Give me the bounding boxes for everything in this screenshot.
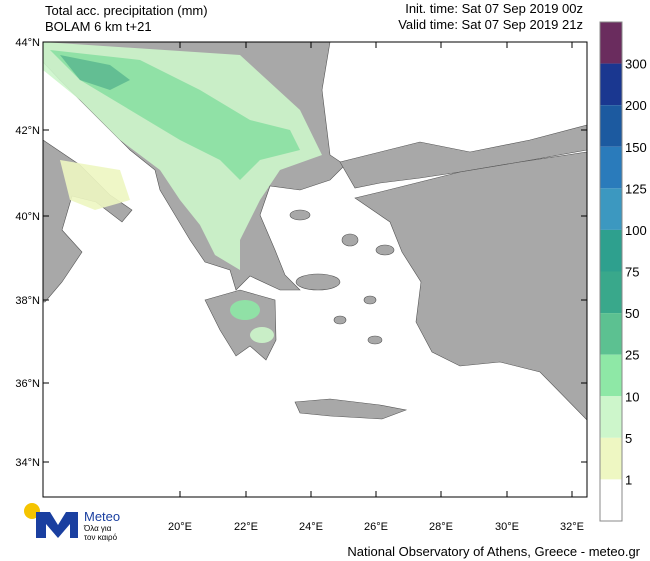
- colorbar-label: 100: [625, 223, 647, 238]
- colorbar-segment: [600, 396, 622, 438]
- colorbar-segment: [600, 271, 622, 314]
- colorbar-segment: [600, 229, 622, 272]
- colorbar-segment: [600, 63, 622, 106]
- lon-label: 24°E: [299, 521, 323, 533]
- colorbar: 300 200 150 125 100 75 50 25 10 5 1: [599, 21, 647, 522]
- footer: National Observatory of Athens, Greece -…: [347, 544, 640, 559]
- colorbar-label: 25: [625, 348, 639, 363]
- valid-time: Valid time: Sat 07 Sep 2019 21z: [398, 17, 583, 32]
- lon-label: 30°E: [495, 521, 519, 533]
- colorbar-label: 150: [625, 140, 647, 155]
- colorbar-label: 200: [625, 98, 647, 113]
- lon-label: 26°E: [364, 521, 388, 533]
- lon-label: 28°E: [429, 521, 453, 533]
- colorbar-frame: [599, 21, 623, 522]
- colorbar-segment: [600, 479, 622, 521]
- colorbar-segment: [600, 146, 622, 189]
- colorbar-label: 1: [625, 472, 632, 487]
- lat-label: 42°N: [15, 125, 40, 137]
- lon-axis: 20°E 22°E 24°E 26°E 28°E 30°E 32°E: [168, 42, 584, 533]
- colorbar-label: 125: [625, 181, 647, 196]
- colorbar-segment: [600, 437, 622, 480]
- logo-name: Meteo: [84, 509, 120, 524]
- colorbar-segment: [600, 188, 622, 230]
- logo-tagline: τον καιρό: [84, 533, 118, 542]
- precipitation: [43, 42, 322, 343]
- lon-label: 22°E: [234, 521, 258, 533]
- lat-label: 44°N: [15, 37, 40, 49]
- lon-label: 20°E: [168, 521, 192, 533]
- colorbar-label: 300: [625, 57, 647, 72]
- lat-label: 34°N: [15, 457, 40, 469]
- colorbar-segment: [600, 22, 622, 64]
- colorbar-label: 50: [625, 306, 639, 321]
- model: BOLAM 6 km t+21: [45, 19, 152, 34]
- map-frame: [42, 41, 588, 498]
- colorbar-segment: [600, 105, 622, 147]
- colorbar-label: 5: [625, 431, 632, 446]
- colorbar-segment: [600, 313, 622, 355]
- lat-axis: 44°N 42°N 40°N 38°N 36°N 34°N: [15, 37, 587, 469]
- lat-label: 38°N: [15, 295, 40, 307]
- lat-label: 36°N: [15, 378, 40, 390]
- colorbar-label: 10: [625, 389, 639, 404]
- lon-label: 32°E: [560, 521, 584, 533]
- title: Total acc. precipitation (mm): [45, 3, 208, 18]
- init-time: Init. time: Sat 07 Sep 2019 00z: [405, 1, 583, 16]
- logo-tagline: Όλα για: [83, 524, 112, 533]
- colorbar-segment: [600, 354, 622, 397]
- lat-label: 40°N: [15, 211, 40, 223]
- logo: Meteo Όλα για τον καιρό: [24, 503, 120, 542]
- logo-mark: [36, 512, 78, 538]
- colorbar-label: 75: [625, 265, 639, 280]
